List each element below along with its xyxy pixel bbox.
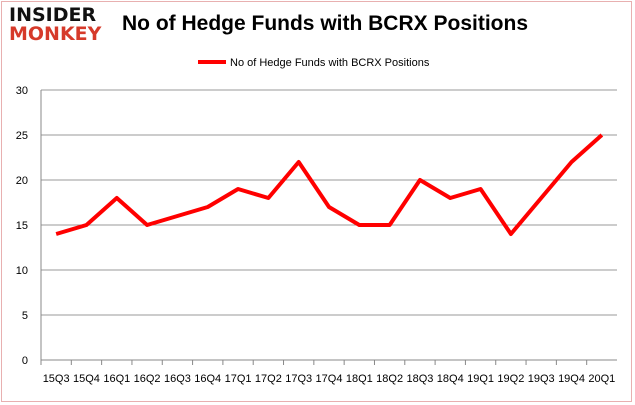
x-tick-label: 19Q4 [558,373,585,385]
x-tick-label: 15Q4 [73,373,100,385]
y-tick-label: 0 [22,355,28,367]
x-tick-label: 16Q1 [103,373,130,385]
x-tick-label: 20Q1 [588,373,615,385]
y-tick-label: 20 [16,175,28,187]
x-tick-label: 18Q3 [406,373,433,385]
logo-line2: MONKEY [9,23,102,45]
x-tick-label: 15Q3 [43,373,70,385]
x-tick-label: 17Q3 [285,373,312,385]
y-tick-label: 15 [16,220,28,232]
logo-line1: INSIDER [9,4,97,26]
y-tick-label: 5 [22,310,28,322]
y-tick-label: 25 [16,130,28,142]
chart-title: No of Hedge Funds with BCRX Positions [122,12,528,35]
x-tick-label: 16Q4 [194,373,221,385]
legend-label: No of Hedge Funds with BCRX Positions [230,57,430,69]
x-tick-label: 19Q3 [528,373,555,385]
x-tick-label: 18Q4 [437,373,464,385]
x-tick-label: 18Q1 [346,373,373,385]
insider-monkey-logo: INSIDER MONKEY [9,6,101,44]
y-tick-label: 10 [16,265,28,277]
x-tick-label: 16Q2 [134,373,161,385]
x-tick-label: 16Q3 [164,373,191,385]
x-tick-label: 17Q2 [255,373,282,385]
x-tick-label: 17Q1 [225,373,252,385]
x-tick-label: 19Q1 [467,373,494,385]
x-tick-label: 19Q2 [497,373,524,385]
x-tick-label: 17Q4 [316,373,343,385]
x-tick-label: 18Q2 [376,373,403,385]
y-tick-label: 30 [16,85,28,97]
series-line [55,133,604,236]
